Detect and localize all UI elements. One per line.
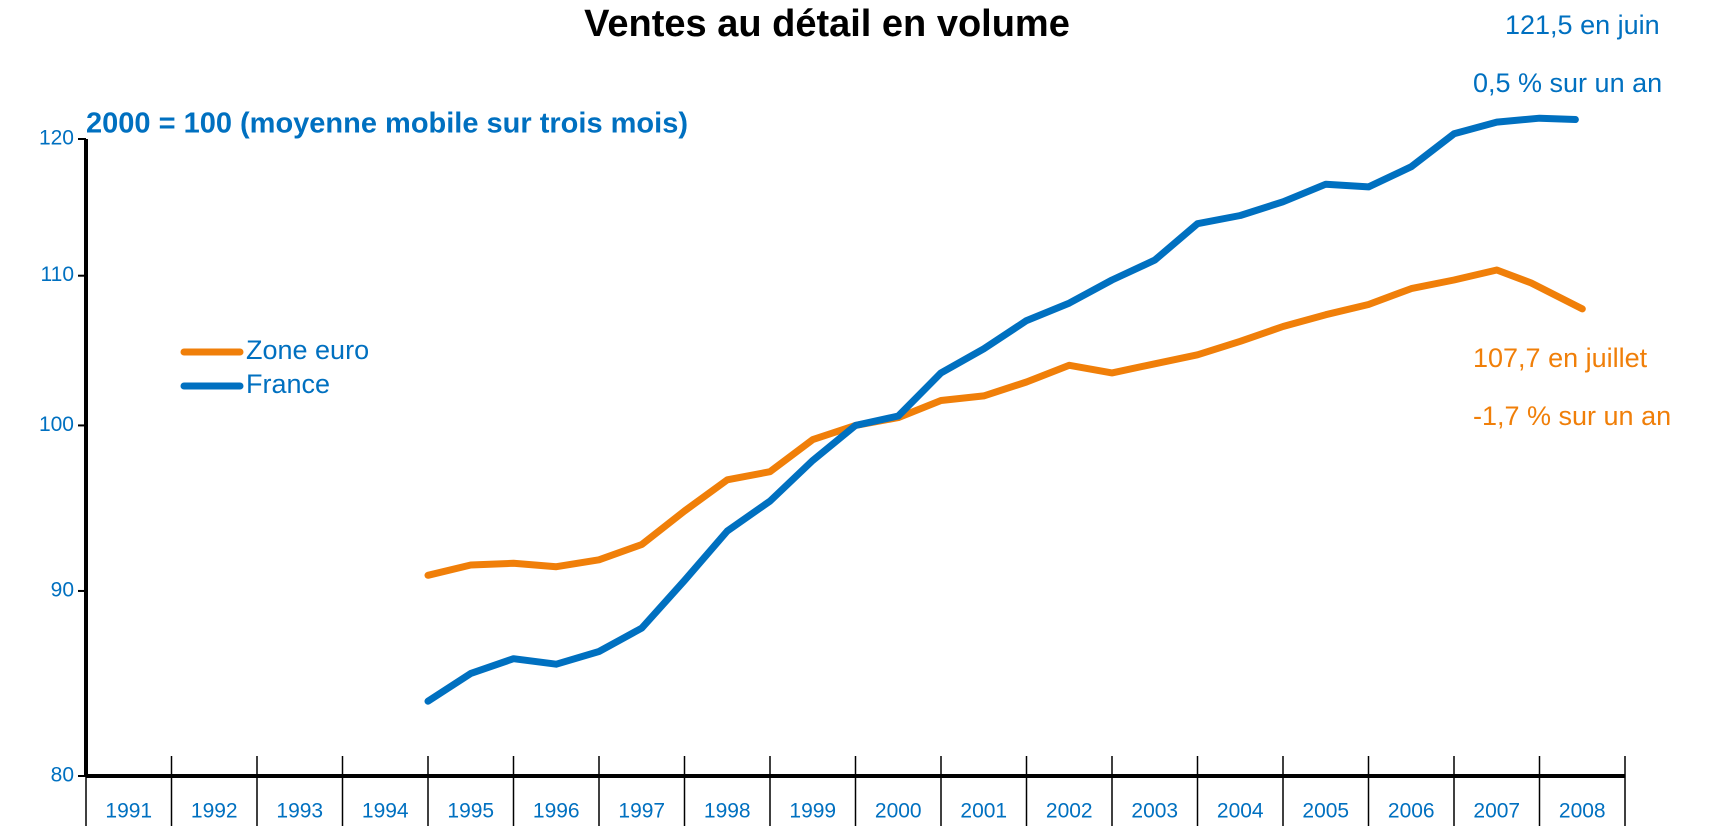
x-tick-label: 2002 bbox=[1046, 800, 1093, 823]
annotation: 0,5 % sur un an bbox=[1473, 68, 1662, 98]
annotation: -1,7 % sur un an bbox=[1473, 401, 1671, 431]
y-tick-label: 80 bbox=[51, 764, 74, 787]
x-tick-label: 2006 bbox=[1388, 800, 1435, 823]
y-tick-label: 120 bbox=[39, 127, 74, 150]
y-tick-label: 90 bbox=[51, 579, 74, 602]
x-tick-label: 2004 bbox=[1217, 800, 1264, 823]
legend-label: France bbox=[246, 369, 330, 399]
annotation: 107,7 en juillet bbox=[1473, 343, 1648, 373]
x-tick-label: 2007 bbox=[1473, 800, 1520, 823]
x-tick-label: 2005 bbox=[1302, 800, 1349, 823]
x-tick-label: 1994 bbox=[362, 800, 409, 823]
x-tick-label: 1996 bbox=[533, 800, 580, 823]
legend-label: Zone euro bbox=[246, 335, 369, 365]
y-tick-label: 110 bbox=[41, 263, 74, 286]
x-tick-label: 1997 bbox=[618, 800, 665, 823]
x-tick-label: 1993 bbox=[276, 800, 323, 823]
annotation: 121,5 en juin bbox=[1505, 10, 1660, 40]
x-tick-label: 2003 bbox=[1131, 800, 1178, 823]
series-line bbox=[424, 266, 1586, 579]
series-line bbox=[424, 114, 1579, 705]
x-tick-label: 1992 bbox=[191, 800, 238, 823]
chart-subtitle: 2000 = 100 (moyenne mobile sur trois moi… bbox=[86, 108, 688, 140]
x-tick-label: 1991 bbox=[105, 800, 152, 823]
x-tick-label: 2008 bbox=[1559, 800, 1606, 823]
x-tick-label: 1998 bbox=[704, 800, 751, 823]
x-tick-label: 1999 bbox=[789, 800, 836, 823]
x-tick-label: 2001 bbox=[960, 800, 1007, 823]
y-tick-label: 100 bbox=[39, 413, 74, 436]
x-tick-label: 2000 bbox=[875, 800, 922, 823]
chart-title: Ventes au détail en volume bbox=[584, 3, 1070, 45]
x-tick-label: 1995 bbox=[447, 800, 494, 823]
